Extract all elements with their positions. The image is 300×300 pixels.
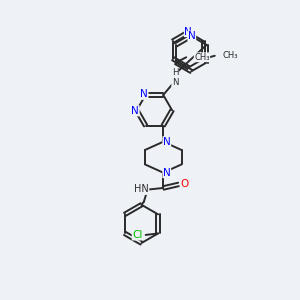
Text: N: N <box>131 106 139 116</box>
Text: H
N: H N <box>172 68 178 87</box>
Text: N: N <box>184 27 192 37</box>
Text: HN: HN <box>134 184 149 194</box>
Text: N: N <box>163 168 171 178</box>
Text: N: N <box>163 137 171 147</box>
Text: O: O <box>180 179 189 189</box>
Text: Cl: Cl <box>132 230 142 240</box>
Text: CH₃: CH₃ <box>222 51 238 60</box>
Text: CH₃: CH₃ <box>194 53 210 62</box>
Text: N: N <box>140 89 148 99</box>
Text: N: N <box>188 31 196 41</box>
